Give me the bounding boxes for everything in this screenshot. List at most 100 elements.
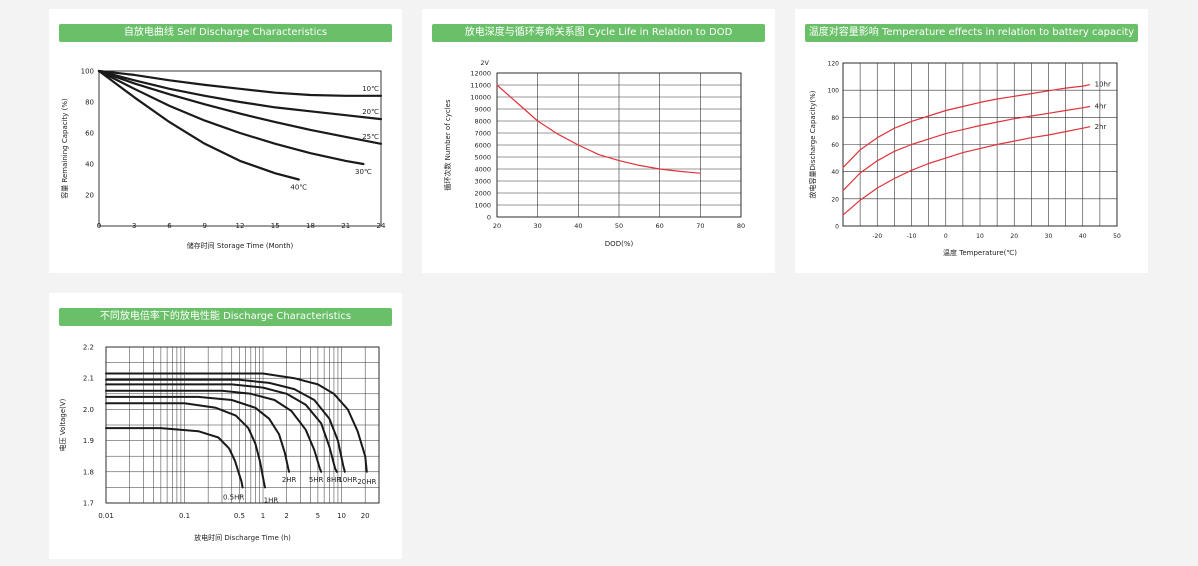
unit-label: 2V [480,59,489,67]
y-tick-label: 2.0 [83,406,94,414]
plot-frame [105,346,380,504]
x-tick-label: 30 [534,222,542,230]
x-tick-label: 15 [271,222,280,230]
plot-frame [842,62,1118,227]
series-line [97,69,383,97]
y-tick-label: 4000 [474,166,491,174]
x-tick-label: 3 [132,222,136,230]
x-tick-label: 20 [493,222,501,230]
temperature-chart: 0 20 40 60 80 100 120 -20 -10 0 10 20 30 40 50 温度 Tempe… [808,61,1121,258]
x-tick-label: 70 [696,222,704,230]
y-axis-label: 电压 Voltage(V) [58,398,67,451]
x-axis-label: 放电时间 Discharge Time (h) [194,533,291,542]
y-tick-label: 80 [85,99,94,107]
y-tick-label: 6000 [474,142,491,150]
x-tick-label: 5 [316,512,320,520]
series-label: 2hr [1095,123,1107,131]
plot-frame [98,70,382,227]
series-label: 30℃ [355,168,372,176]
x-tick-label: 0.5 [234,512,245,520]
series-label: 20℃ [362,108,379,116]
y-tick-label: 1.9 [83,437,94,445]
y-tick-label: 12000 [470,70,491,78]
x-tick-label: 10 [976,233,984,240]
x-tick-label: -10 [907,233,917,240]
x-tick-label: 0 [97,222,101,230]
cycle-life-chart: 0 1000 2000 3000 4000 5000 6000 7000 8000 9000 100… [443,59,745,248]
y-tick-label: 60 [85,130,94,138]
self-discharge-title: 自放电曲线 Self Discharge Characteristics [59,24,392,42]
discharge-title: 不同放电倍率下的放电性能 Discharge Characteristics [59,308,392,326]
x-tick-label: 0.1 [179,512,190,520]
x-tick-label: -20 [872,233,882,240]
cycle-life-title: 放电深度与循环寿命关系图 Cycle Life in Relation to D… [432,24,765,42]
x-axis-label: 温度 Temperature(℃) [943,248,1017,257]
x-axis-label: DOD(%) [605,240,634,248]
discharge-chart: 1.7 1.8 1.9 2.0 2.1 2.2 0.01 0.1 0.5 1 2 5 10 20 放电时间 … [58,344,380,542]
x-tick-label: 10 [337,512,346,520]
y-tick-label: 9000 [474,106,491,114]
x-tick-label: 20 [1010,233,1018,240]
x-tick-label: 6 [167,222,172,230]
series-label: 10hr [1095,81,1111,89]
y-tick-label: 1000 [474,202,491,210]
y-tick-label: 1.7 [83,500,94,508]
series-label: 2HR [282,476,297,484]
y-tick-label: 2.2 [83,344,94,352]
y-tick-label: 100 [81,68,94,76]
y-tick-label: 11000 [470,82,491,90]
y-tick-label: 8000 [474,118,491,126]
series-label: 25℃ [362,133,379,141]
x-tick-label: 18 [306,222,315,230]
series-line [105,395,291,473]
x-tick-label: 30 [1045,233,1053,240]
x-tick-label: 50 [1113,233,1121,240]
series-line [97,69,383,121]
series-line [105,378,346,473]
series-label: 20HR [357,478,376,486]
y-tick-label: 20 [831,196,839,203]
x-tick-label: 60 [656,222,664,230]
y-axis-label: 容量 Remaining Capacity (%) [60,98,69,199]
y-tick-label: 5000 [474,154,491,162]
x-tick-label: 12 [236,222,245,230]
x-tick-label: 40 [574,222,582,230]
series-line [105,402,266,489]
self-discharge-chart: 20 40 60 80 100 0 3 6 9 12 15 18 21 24 储存时间 Storage Ti… [60,68,386,251]
y-tick-label: 0 [835,224,839,231]
x-tick-label: 0 [944,233,948,240]
x-tick-label: 20 [361,512,370,520]
x-tick-label: 40 [1079,233,1087,240]
x-tick-label: 80 [737,222,745,230]
plot-frame [496,72,742,218]
x-tick-label: 1 [261,512,265,520]
x-tick-label: 24 [377,222,386,230]
series-label: 1HR [264,496,279,504]
x-tick-label: 50 [615,222,623,230]
y-tick-label: 2000 [474,190,491,198]
x-tick-label: 9 [203,222,207,230]
y-tick-label: 10000 [470,94,491,102]
y-tick-label: 7000 [474,130,491,138]
cycle-life-card: 放电深度与循环寿命关系图 Cycle Life in Relation to D… [422,9,775,273]
series-line [842,105,1091,192]
series-line [105,427,244,489]
x-tick-label: 21 [341,222,350,230]
y-tick-label: 80 [831,115,839,122]
series-label: 10℃ [362,85,379,93]
series-line [105,372,368,473]
temperature-title: 温度对容量影响 Temperature effects in relation … [805,24,1138,42]
series-line [842,126,1091,216]
temperature-card: 温度对容量影响 Temperature effects in relation … [795,9,1148,273]
series-line [97,69,383,145]
series-label: 40℃ [290,184,307,192]
discharge-card: 不同放电倍率下的放电性能 Discharge Characteristics 1… [49,293,402,559]
y-tick-label: 0 [487,214,491,222]
x-tick-label: 2 [284,512,288,520]
y-tick-label: 1.8 [83,468,94,476]
x-axis-label: 储存时间 Storage Time (Month) [187,241,294,250]
series-label: 4hr [1095,102,1107,110]
y-tick-label: 2.1 [83,375,94,383]
y-tick-label: 40 [831,169,839,176]
y-tick-label: 120 [828,61,840,68]
